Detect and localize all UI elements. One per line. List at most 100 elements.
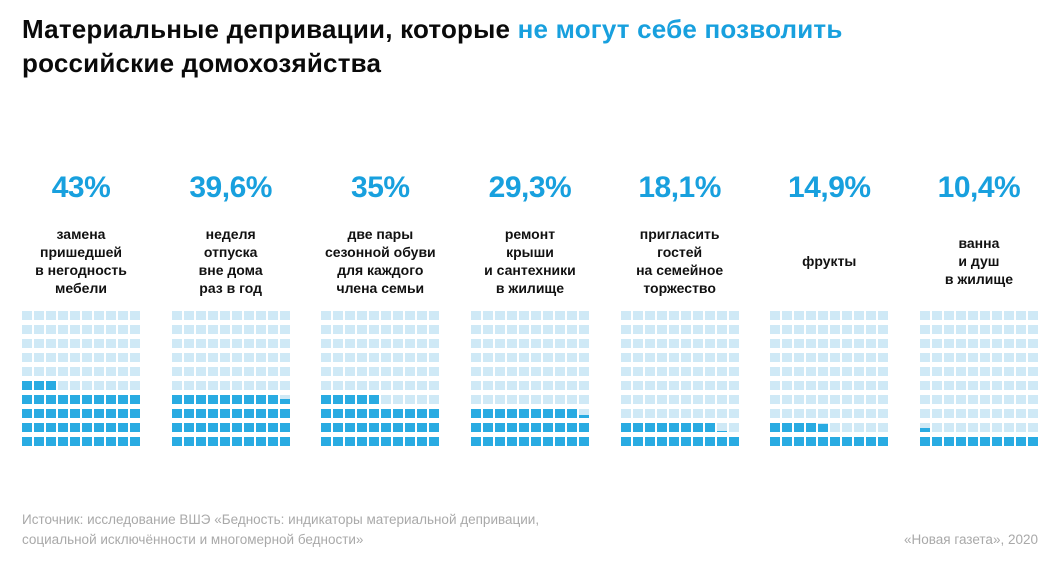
waffle-cell	[333, 325, 344, 334]
waffle-cell	[58, 437, 68, 446]
percent-value: 10,4%	[937, 171, 1021, 204]
waffle-cell	[542, 353, 553, 362]
waffle-cell	[381, 409, 392, 418]
waffle-cell	[345, 395, 356, 404]
waffle-cell	[979, 311, 990, 320]
waffle-cell	[417, 423, 428, 432]
waffle-cell	[345, 311, 356, 320]
waffle-cell	[530, 353, 541, 362]
waffle-cell	[267, 339, 278, 348]
waffle-cell	[231, 395, 242, 404]
waffle-cell	[842, 423, 853, 432]
waffle-cell	[794, 381, 805, 390]
waffle-cell	[943, 367, 954, 376]
waffle-cell	[369, 437, 380, 446]
waffle-cell	[620, 423, 631, 432]
waffle-cell	[1003, 367, 1014, 376]
waffle-cell	[842, 367, 853, 376]
waffle-cell	[632, 423, 643, 432]
waffle-cell	[321, 339, 332, 348]
waffle-cell	[955, 339, 966, 348]
waffle-cell	[770, 311, 781, 320]
waffle-cell	[94, 409, 104, 418]
waffle-cell	[171, 367, 182, 376]
waffle-cell	[770, 409, 781, 418]
waffle-cell-partial-fill	[919, 428, 930, 432]
waffle-cell	[219, 339, 230, 348]
waffle-cell	[919, 311, 930, 320]
waffle-cell	[1027, 395, 1038, 404]
waffle-cell	[207, 395, 218, 404]
waffle-cell	[429, 409, 440, 418]
waffle-cell	[854, 409, 865, 418]
waffle-cell	[866, 339, 877, 348]
waffle-cell	[716, 339, 727, 348]
waffle-cell	[381, 437, 392, 446]
waffle-cell	[692, 311, 703, 320]
waffle-cell	[357, 437, 368, 446]
waffle-cell	[405, 437, 416, 446]
waffle-cell	[866, 353, 877, 362]
waffle-cell	[955, 325, 966, 334]
waffle-cell	[369, 325, 380, 334]
waffle-cell	[1003, 395, 1014, 404]
waffle-cell	[542, 423, 553, 432]
waffle-cell	[106, 353, 116, 362]
deprivation-column: 18,1% пригласить гостей на семейное торж…	[620, 165, 739, 446]
waffle-cell	[369, 381, 380, 390]
waffle-cell	[333, 367, 344, 376]
waffle-cell	[231, 423, 242, 432]
waffle-cell	[357, 395, 368, 404]
waffle-cell	[919, 339, 930, 348]
waffle-cell	[470, 437, 481, 446]
waffle-cell	[58, 423, 68, 432]
waffle-cell	[716, 381, 727, 390]
waffle-cell	[494, 339, 505, 348]
waffle-cell	[1015, 325, 1026, 334]
waffle-cell	[94, 423, 104, 432]
waffle-cell	[866, 311, 877, 320]
waffle-cell	[542, 395, 553, 404]
waffle-cell	[794, 311, 805, 320]
waffle-cell	[321, 437, 332, 446]
waffle-cell	[728, 367, 739, 376]
waffle-cell	[183, 339, 194, 348]
waffle-cell	[620, 311, 631, 320]
waffle-cell	[219, 353, 230, 362]
waffle-cell	[321, 353, 332, 362]
waffle-cell	[429, 339, 440, 348]
waffle-cell	[716, 409, 727, 418]
waffle-cell	[279, 339, 290, 348]
waffle-cell	[554, 423, 565, 432]
waffle-cell	[345, 367, 356, 376]
waffle-cell	[130, 353, 140, 362]
waffle-cell	[255, 395, 266, 404]
waffle-cell	[782, 437, 793, 446]
waffle-cell	[842, 339, 853, 348]
waffle-cell	[369, 339, 380, 348]
waffle-cell	[794, 325, 805, 334]
waffle-cell	[967, 423, 978, 432]
waffle-cell	[866, 367, 877, 376]
waffle-cell	[82, 409, 92, 418]
waffle-cell	[770, 437, 781, 446]
waffle-cell	[171, 409, 182, 418]
waffle-cell	[566, 395, 577, 404]
waffle-cell	[728, 395, 739, 404]
waffle-cell	[34, 437, 44, 446]
waffle-cell	[405, 381, 416, 390]
waffle-cell	[1003, 423, 1014, 432]
percent-value: 18,1%	[638, 171, 721, 204]
waffle-cell	[369, 353, 380, 362]
waffle-cell	[494, 409, 505, 418]
waffle-cell	[171, 395, 182, 404]
waffle-cell	[118, 437, 128, 446]
waffle-cell	[943, 395, 954, 404]
waffle-cell	[429, 437, 440, 446]
waffle-cell	[728, 437, 739, 446]
waffle-cell	[680, 311, 691, 320]
waffle-cell	[106, 311, 116, 320]
title-accent-part: не могут себе позволить	[517, 14, 843, 44]
waffle-cell	[680, 381, 691, 390]
waffle-cell	[979, 381, 990, 390]
